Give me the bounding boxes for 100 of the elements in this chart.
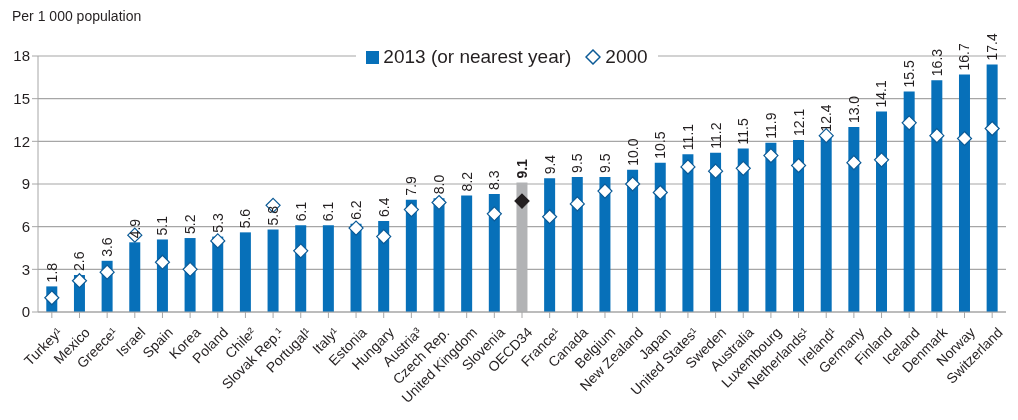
data-label: 10.0 — [624, 138, 641, 166]
data-label: 10.5 — [652, 131, 669, 159]
data-label: 4.9 — [126, 218, 143, 239]
bar — [405, 199, 417, 312]
data-label: 5.8 — [265, 205, 282, 226]
bar — [903, 91, 915, 312]
point — [680, 159, 696, 175]
y-tick-label: 3 — [21, 260, 30, 278]
bar — [516, 182, 528, 312]
point — [182, 261, 198, 277]
point — [431, 194, 447, 211]
bar — [737, 148, 749, 312]
data-label: 8.2 — [458, 171, 475, 192]
data-label: 11.2 — [707, 122, 724, 149]
data-label: 6.2 — [348, 200, 365, 220]
y-tick-label: 12 — [13, 132, 30, 150]
y-tick-label: 15 — [13, 89, 30, 107]
point — [901, 115, 917, 131]
point — [514, 193, 530, 209]
point — [99, 264, 115, 280]
bar — [820, 135, 832, 312]
data-label: 11.5 — [735, 118, 752, 145]
data-label: 5.6 — [237, 208, 254, 229]
legend-label: 2013 (or nearest year) — [383, 46, 572, 68]
bar — [710, 152, 722, 312]
point — [44, 290, 60, 306]
point — [625, 176, 641, 192]
bar — [239, 232, 251, 312]
y-tick-label: 6 — [21, 217, 30, 235]
point — [486, 206, 502, 222]
point — [652, 184, 668, 201]
point — [735, 160, 751, 176]
point — [597, 183, 613, 199]
data-label: 12.1 — [790, 108, 807, 136]
bar — [682, 154, 694, 312]
point — [403, 202, 419, 218]
bar — [848, 127, 860, 312]
bar — [793, 139, 805, 312]
bar — [599, 176, 611, 312]
data-label: 6.4 — [375, 197, 392, 217]
point — [210, 233, 226, 249]
data-label: 12.4 — [818, 104, 835, 132]
data-label: 2.6 — [71, 251, 88, 272]
data-label: 17.4 — [984, 33, 1001, 61]
bar — [488, 193, 500, 312]
y-axis-title: Per 1 000 population — [12, 8, 142, 24]
y-tick-label: 0 — [21, 303, 30, 321]
point — [348, 220, 364, 236]
data-label: 11.1 — [679, 123, 696, 151]
bar — [129, 242, 141, 312]
data-label: 16.3 — [928, 48, 945, 77]
data-label: 8.3 — [486, 170, 503, 190]
bar — [322, 225, 334, 312]
data-label: 3.6 — [99, 237, 116, 257]
point — [929, 128, 945, 144]
point — [376, 229, 392, 245]
y-tick-label: 9 — [21, 175, 30, 193]
data-label: 5.1 — [154, 215, 171, 236]
data-label: 9.1 — [513, 158, 530, 179]
data-label: 1.8 — [43, 262, 60, 283]
point — [984, 120, 1000, 137]
bar — [986, 64, 998, 312]
data-label: 5.2 — [182, 214, 199, 235]
bar — [544, 178, 556, 312]
point — [71, 273, 88, 289]
data-label: 7.9 — [403, 175, 420, 196]
bar — [931, 80, 943, 312]
data-label: 14.1 — [873, 80, 890, 108]
bar — [627, 169, 639, 312]
point — [569, 196, 585, 212]
data-label: 5.3 — [209, 212, 226, 233]
bar — [654, 162, 666, 312]
point — [956, 130, 973, 147]
data-label: 16.7 — [956, 43, 973, 71]
point — [154, 254, 171, 270]
bar — [461, 195, 473, 312]
data-label: 8.0 — [431, 174, 447, 195]
point — [763, 147, 779, 164]
point — [790, 157, 807, 174]
legend-label: 2000 — [605, 46, 648, 68]
point — [846, 155, 862, 171]
point — [873, 152, 890, 168]
point — [293, 243, 309, 259]
data-label: 6.1 — [320, 201, 337, 222]
data-label: 13.0 — [845, 95, 862, 124]
point — [708, 163, 724, 179]
y-tick-label: 18 — [13, 47, 30, 65]
bar — [267, 229, 279, 312]
bar — [571, 176, 583, 312]
point — [542, 209, 558, 225]
data-label: 9.5 — [596, 153, 613, 173]
bar — [765, 142, 777, 312]
data-label: 11.9 — [762, 112, 779, 139]
bar — [433, 198, 445, 312]
data-label: 15.5 — [901, 60, 918, 88]
data-label: 9.4 — [541, 154, 558, 175]
data-label: 9.5 — [569, 153, 586, 173]
bar — [958, 74, 970, 312]
bar — [876, 111, 888, 312]
data-label: 6.1 — [292, 201, 309, 222]
